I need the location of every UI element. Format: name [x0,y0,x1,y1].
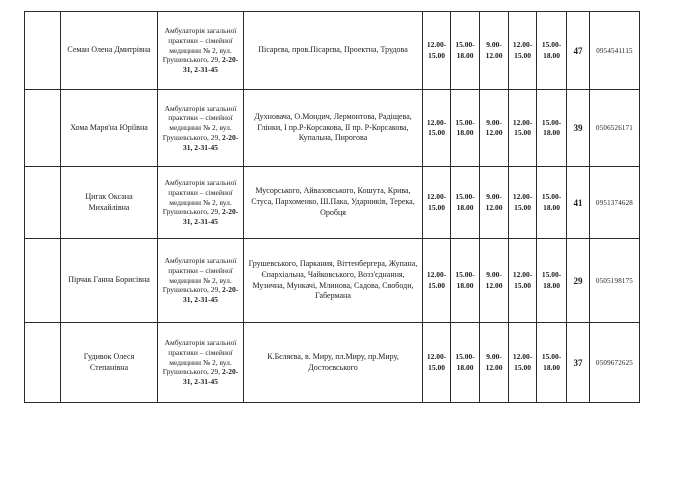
time-slot-cell: 15.00- 18.00 [536,89,567,167]
time-slot-cell: 15.00- 18.00 [536,166,567,239]
time-slot-cell: 9.00- 12.00 [479,89,509,167]
patients-count-cell: 41 [566,166,590,239]
clinic-phones: 2-20-31, 2-31-45 [183,285,239,305]
time-slot-cell: 9.00- 12.00 [479,11,509,90]
time-slot-cell: 12.00- 15.00 [508,238,537,323]
clinic-cell: Амбулаторія загальної практики – сімейно… [157,238,244,323]
clinic-address: Амбулаторія загальної практики – сімейно… [162,178,237,217]
time-slot-cell: 12.00- 15.00 [422,322,451,403]
clinic-cell: Амбулаторія загальної практики – сімейно… [157,11,244,90]
doctor-schedule-table: Семан Олена Дмитрівна Амбулаторія загаль… [24,11,640,403]
row-number-cell [24,166,61,239]
time-slot-cell: 15.00- 18.00 [450,238,480,323]
phone-number-cell: 0509672625 [589,322,640,403]
phone-number-cell: 0505198175 [589,238,640,323]
time-slot-cell: 15.00- 18.00 [450,89,480,167]
clinic-cell: Амбулаторія загальної практики – сімейно… [157,166,244,239]
row-number-cell [24,238,61,323]
phone-number-cell: 0954541115 [589,11,640,90]
phone-number-cell: 0506526171 [589,89,640,167]
clinic-cell: Амбулаторія загальної практики – сімейно… [157,322,244,403]
time-slot-cell: 9.00- 12.00 [479,238,509,323]
clinic-phones: 2-20-31, 2-31-45 [183,55,239,75]
doctor-name-cell: Пірчак Ганна Борисівна [60,238,158,323]
clinic-address: Амбулаторія загальної практики – сімейно… [162,26,237,65]
time-slot-cell: 12.00- 15.00 [422,89,451,167]
time-slot-cell: 15.00- 18.00 [450,11,480,90]
time-slot-cell: 15.00- 18.00 [536,11,567,90]
time-slot-cell: 15.00- 18.00 [450,322,480,403]
clinic-phones: 2-20-31, 2-31-45 [183,207,239,227]
time-slot-cell: 15.00- 18.00 [450,166,480,239]
patients-count-cell: 29 [566,238,590,323]
time-slot-cell: 15.00- 18.00 [536,238,567,323]
streets-cell: Пісарєва, пров.Пісарєва, Проектна, Трудо… [243,11,423,90]
time-slot-cell: 15.00- 18.00 [536,322,567,403]
doctor-name-cell: Семан Олена Дмитрівна [60,11,158,90]
streets-cell: К.Бєляєва, в. Миру, пл.Миру, пр.Миру, До… [243,322,423,403]
clinic-address: Амбулаторія загальної практики – сімейно… [162,338,237,377]
time-slot-cell: 12.00- 15.00 [508,89,537,167]
doctor-name-cell: Цигак Оксана Михайлівна [60,166,158,239]
table-row: Гудивок Олеся Степанівна Амбулаторія заг… [24,322,640,403]
clinic-address: Амбулаторія загальної практики – сімейно… [162,103,237,142]
streets-cell: Мусорського, Айвазовського, Кошута, Крив… [243,166,423,239]
time-slot-cell: 12.00- 15.00 [422,238,451,323]
doctor-name-cell: Хома Маря'на Юріївна [60,89,158,167]
time-slot-cell: 12.00- 15.00 [422,166,451,239]
table-row: Пірчак Ганна Борисівна Амбулаторія загал… [24,238,640,323]
row-number-cell [24,11,61,90]
patients-count-cell: 39 [566,89,590,167]
clinic-address: Амбулаторія загальної практики – сімейно… [162,256,237,295]
time-slot-cell: 9.00- 12.00 [479,166,509,239]
time-slot-cell: 12.00- 15.00 [422,11,451,90]
time-slot-cell: 12.00- 15.00 [508,322,537,403]
clinic-cell: Амбулаторія загальної практики – сімейно… [157,89,244,167]
doctor-name-cell: Гудивок Олеся Степанівна [60,322,158,403]
patients-count-cell: 37 [566,322,590,403]
row-number-cell [24,89,61,167]
table-row: Семан Олена Дмитрівна Амбулаторія загаль… [24,11,640,90]
time-slot-cell: 9.00- 12.00 [479,322,509,403]
table-row: Хома Маря'на Юріївна Амбулаторія загальн… [24,89,640,167]
row-number-cell [24,322,61,403]
clinic-phones: 2-20-31, 2-31-45 [183,367,239,387]
table-row: Цигак Оксана Михайлівна Амбулаторія зага… [24,166,640,239]
streets-cell: Духновача, О.Мондич, Лермонтова, Радіщев… [243,89,423,167]
time-slot-cell: 12.00- 15.00 [508,11,537,90]
clinic-phones: 2-20-31, 2-31-45 [183,132,239,152]
phone-number-cell: 0951374628 [589,166,640,239]
patients-count-cell: 47 [566,11,590,90]
time-slot-cell: 12.00- 15.00 [508,166,537,239]
streets-cell: Грушевського, Паркания, Віттенбергера, Ж… [243,238,423,323]
